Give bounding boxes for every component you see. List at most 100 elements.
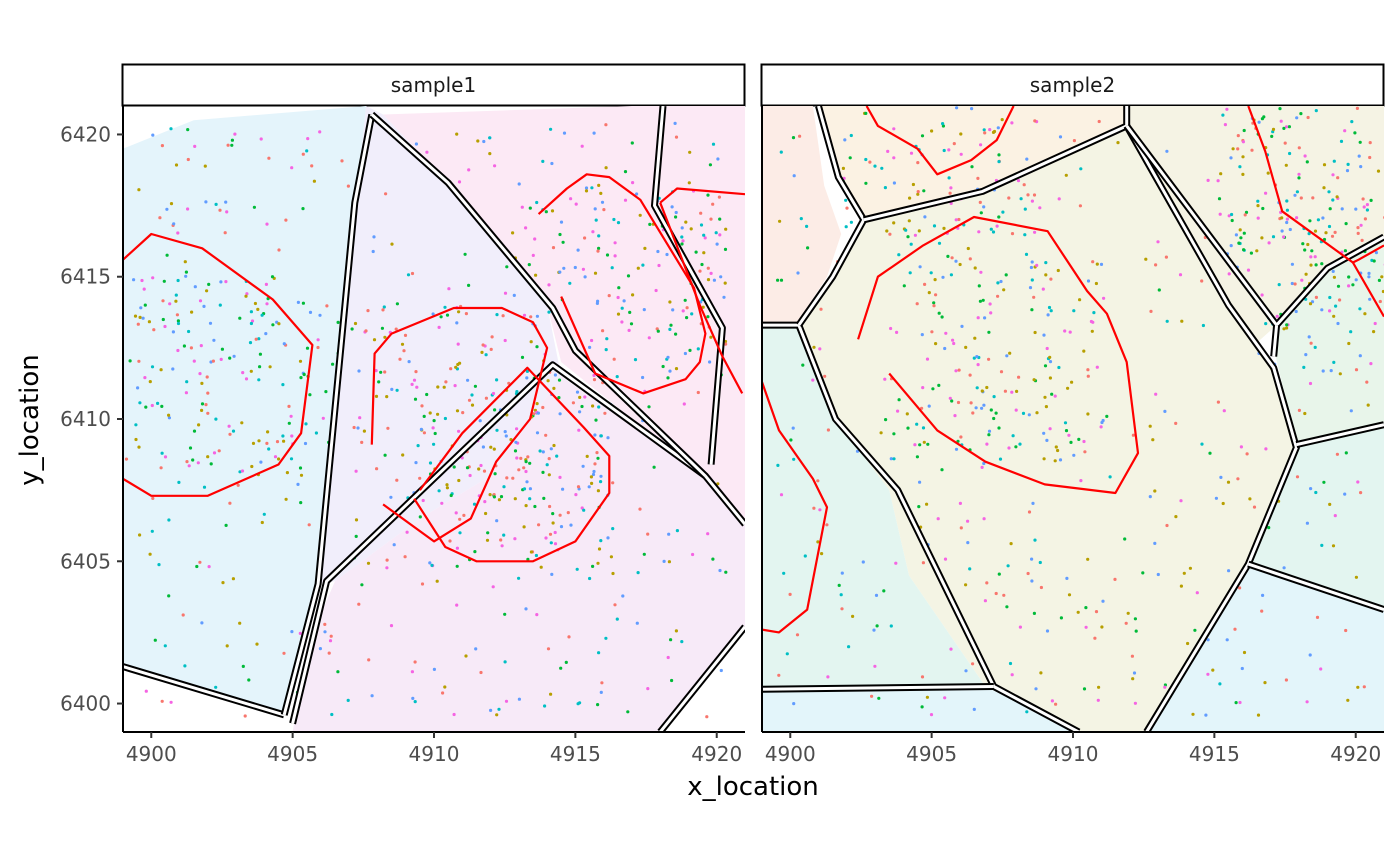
transcript-point <box>277 322 281 326</box>
transcript-point <box>1365 208 1369 212</box>
transcript-point <box>456 342 460 346</box>
transcript-point <box>489 445 493 449</box>
transcript-point <box>307 523 311 527</box>
transcript-point <box>910 40 913 43</box>
transcript-point <box>304 422 308 426</box>
transcript-point <box>601 329 605 333</box>
transcript-point <box>992 129 997 134</box>
transcript-point <box>638 507 642 511</box>
transcript-point <box>1331 544 1336 548</box>
transcript-point <box>791 136 796 140</box>
transcript-point <box>628 310 632 314</box>
transcript-point <box>163 455 168 459</box>
transcript-point <box>977 230 981 234</box>
transcript-point <box>723 281 727 285</box>
transcript-point <box>648 222 652 226</box>
transcript-point <box>1359 165 1363 169</box>
transcript-point <box>712 278 717 282</box>
transcript-point <box>1354 368 1359 372</box>
transcript-point <box>1242 231 1246 235</box>
transcript-point <box>1328 309 1332 313</box>
transcript-point <box>706 532 710 536</box>
transcript-point <box>461 411 465 415</box>
transcript-point <box>994 411 998 415</box>
transcript-point <box>1182 571 1186 575</box>
transcript-point <box>932 224 937 228</box>
transcript-point <box>1284 125 1289 129</box>
transcript-point <box>489 347 493 351</box>
transcript-point <box>416 444 420 448</box>
transcript-point <box>1095 365 1099 369</box>
transcript-point <box>223 231 227 235</box>
transcript-point <box>550 572 554 576</box>
transcript-point <box>1372 330 1376 334</box>
transcript-point <box>360 440 364 444</box>
transcript-point <box>1320 308 1324 312</box>
transcript-point <box>136 322 140 326</box>
transcript-point <box>1025 157 1029 161</box>
transcript-point <box>491 391 496 396</box>
transcript-point <box>850 40 853 43</box>
transcript-point <box>1295 475 1300 479</box>
transcript-point <box>922 440 926 444</box>
transcript-point <box>1083 450 1087 454</box>
transcript-point <box>207 565 211 569</box>
transcript-point <box>336 670 340 674</box>
transcript-point <box>402 349 406 353</box>
transcript-point <box>1234 233 1238 237</box>
transcript-point <box>225 644 229 648</box>
transcript-point <box>528 461 532 465</box>
transcript-point <box>882 589 886 593</box>
transcript-point <box>719 275 723 279</box>
transcript-point <box>490 335 494 339</box>
transcript-point <box>952 142 956 146</box>
transcript-point <box>441 691 445 695</box>
transcript-point <box>192 429 197 433</box>
transcript-point <box>591 404 595 408</box>
transcript-point <box>873 164 877 168</box>
transcript-point <box>533 504 537 509</box>
transcript-point <box>405 530 409 534</box>
transcript-point <box>604 636 608 640</box>
transcript-point <box>1369 362 1373 366</box>
transcript-point <box>1015 389 1019 393</box>
transcript-point <box>1386 252 1389 255</box>
transcript-point <box>1033 230 1037 234</box>
transcript-point <box>979 143 983 147</box>
transcript-point <box>327 651 331 655</box>
transcript-point <box>1014 445 1018 449</box>
transcript-point <box>982 205 986 209</box>
transcript-point <box>414 461 418 465</box>
nucleus-outline <box>537 173 707 395</box>
transcript-point <box>949 273 953 277</box>
transcript-point <box>473 384 477 388</box>
transcript-point <box>1072 453 1076 457</box>
transcript-point <box>539 565 543 569</box>
transcript-point <box>905 412 909 416</box>
transcript-point <box>1316 218 1320 222</box>
transcript-point <box>296 482 300 486</box>
transcript-point <box>915 302 919 306</box>
transcript-point <box>364 329 368 333</box>
transcript-point <box>1327 190 1331 194</box>
transcript-point <box>535 431 540 435</box>
transcript-point <box>200 408 204 412</box>
transcript-point <box>1363 217 1367 221</box>
transcript-point <box>668 369 672 373</box>
transcript-point <box>301 207 305 211</box>
transcript-point <box>590 186 594 190</box>
transcript-point <box>812 345 816 349</box>
transcript-point <box>968 373 972 377</box>
transcript-point <box>1082 687 1087 691</box>
transcript-point <box>428 411 432 415</box>
transcript-point <box>443 685 447 689</box>
transcript-point <box>1381 289 1384 294</box>
transcript-point <box>1099 425 1103 429</box>
transcript-point <box>281 434 285 438</box>
transcript-point <box>1368 297 1372 301</box>
transcript-point <box>1225 638 1229 642</box>
transcript-point <box>457 478 461 483</box>
transcript-point <box>169 700 173 704</box>
transcript-point <box>394 327 398 331</box>
transcript-point <box>592 373 596 377</box>
